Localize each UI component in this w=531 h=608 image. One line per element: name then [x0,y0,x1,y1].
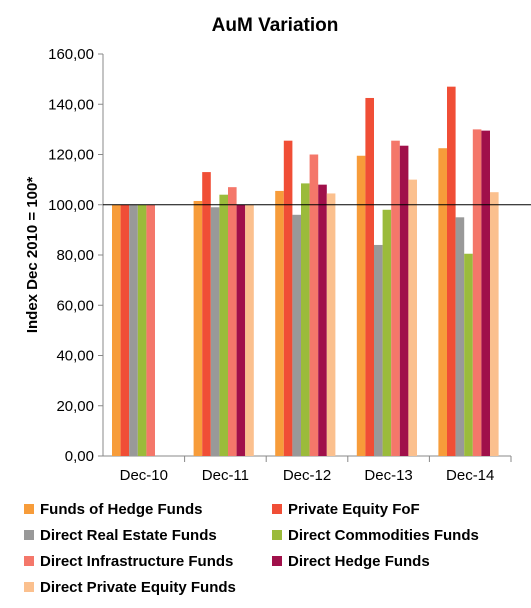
bar-5-3 [399,145,409,457]
bar-0-1 [193,200,203,456]
y-tick-label: 60,00 [56,297,94,314]
chart-title: AuM Variation [212,15,339,36]
bar-4-0 [146,204,155,456]
y-tick-label: 40,00 [56,348,94,365]
bar-3-0 [137,204,147,456]
legend-swatch-4 [24,556,34,566]
bar-2-3 [374,244,383,456]
bar-0-2 [275,190,284,456]
bar-4-4 [472,129,482,456]
legend-label-0: Funds of Hedge Funds [40,501,203,518]
bar-4-3 [391,140,400,456]
bar-2-1 [210,207,220,456]
bar-6-3 [408,179,417,456]
legend-label-1: Private Equity FoF [288,501,420,518]
y-tick-label: 100,00 [48,197,94,214]
bar-2-2 [292,214,301,456]
y-tick-label: 140,00 [48,96,94,113]
legend-swatch-5 [272,556,282,566]
bar-1-3 [365,97,374,456]
x-tick-label: Dec-10 [120,467,168,484]
x-tick-label: Dec-14 [446,467,494,484]
bar-3-3 [382,209,392,456]
legend-label-5: Direct Hedge Funds [288,553,430,570]
legend-swatch-3 [272,530,282,540]
bar-0-0 [112,204,121,456]
x-tick-label: Dec-12 [283,467,331,484]
legend-swatch-6 [24,582,34,592]
legend-label-3: Direct Commodities Funds [288,527,479,544]
bar-1-0 [120,204,130,456]
bar-6-1 [245,204,254,456]
legend-swatch-0 [24,504,34,514]
x-tick-label: Dec-11 [202,467,249,484]
bar-2-0 [129,204,138,456]
legend: Funds of Hedge Funds Private Equity FoF Di… [24,501,479,596]
bar-4-2 [309,154,319,456]
bar-5-4 [481,130,490,456]
y-tick-label: 160,00 [48,46,94,63]
legend-label-6: Direct Private Equity Funds [40,579,236,596]
y-tick-label: 20,00 [56,398,94,415]
legend-label-2: Direct Real Estate Funds [40,527,217,544]
legend-label-4: Direct Infrastructure Funds [40,553,233,570]
bar-2-4 [455,217,465,456]
plot-area: 0,00 20,00 40,00 60,00 80,00 100,00 120,00 140,… [48,46,531,484]
legend-swatch-2 [24,530,34,540]
bar-6-4 [490,192,499,456]
x-tick-label: Dec-13 [364,467,412,484]
bar-1-1 [202,172,211,456]
y-axis-label: Index Dec 2010 = 100* [24,177,41,334]
bar-4-1 [228,187,237,456]
y-tick-label: 120,00 [48,147,94,164]
y-tick-label: 80,00 [56,247,94,264]
bar-1-2 [283,140,293,456]
legend-swatch-1 [272,504,282,514]
bar-3-1 [219,194,228,456]
bar-6-2 [326,193,336,456]
bar-5-1 [236,204,246,456]
bar-1-4 [447,86,456,456]
bar-3-4 [464,253,473,456]
bar-0-4 [438,148,447,456]
y-tick-label: 0,00 [65,448,94,465]
bar-3-2 [301,183,310,457]
bar-0-3 [356,155,366,456]
bar-5-2 [318,184,327,456]
